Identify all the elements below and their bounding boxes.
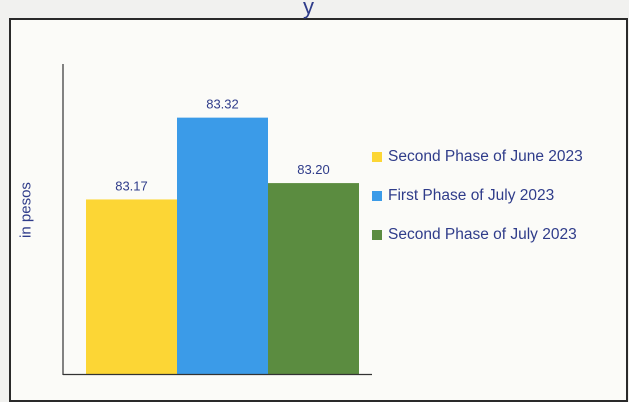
legend-label: First Phase of July 2023 (388, 187, 555, 204)
bar-1 (177, 117, 268, 375)
legend-swatch-july-first (372, 191, 382, 201)
data-label-1: 83.32 (206, 97, 239, 112)
chart-title-fragment: y (303, 0, 314, 19)
legend-item-june-second: Second Phase of June 2023 (372, 146, 583, 168)
legend-swatch-june-second (372, 152, 382, 162)
legend: Second Phase of June 2023 First Phase of… (372, 146, 583, 263)
bar-2 (268, 183, 359, 374)
data-label-2: 83.20 (297, 162, 330, 177)
legend-label: Second Phase of July 2023 (388, 226, 577, 243)
legend-label: Second Phase of June 2023 (388, 148, 583, 165)
legend-item-july-second: Second Phase of July 2023 (372, 224, 583, 246)
bar-chart: 83.17 83.32 83.20 (62, 64, 372, 376)
data-label-0: 83.17 (115, 178, 148, 193)
y-axis-label: in pesos (17, 182, 35, 238)
bar-0 (86, 199, 177, 374)
legend-item-july-first: First Phase of July 2023 (372, 185, 583, 207)
legend-swatch-july-second (372, 230, 382, 240)
